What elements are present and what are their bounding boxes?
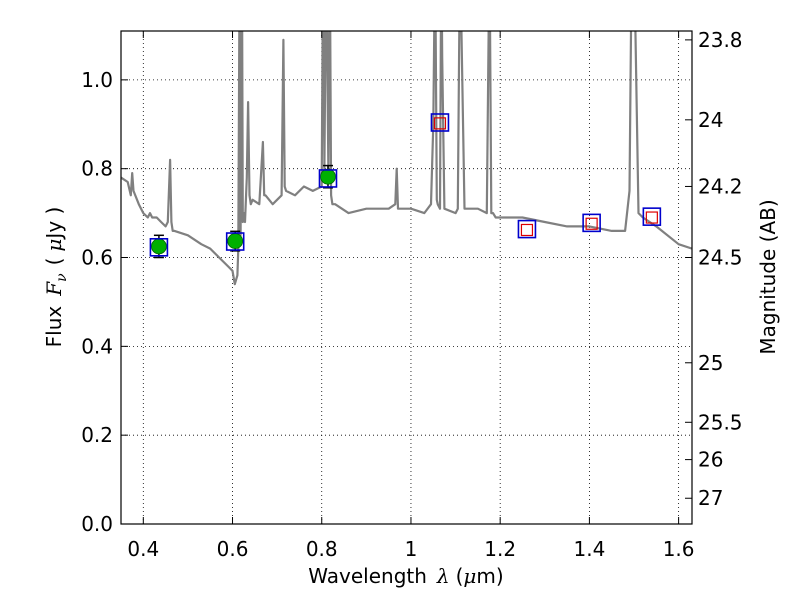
observed-flux-point (151, 238, 167, 255)
model-flux-square (149, 237, 169, 257)
model-flux-square (582, 213, 601, 233)
predicted-flux-square (585, 217, 598, 230)
y2-tick-label: 25.5 (698, 410, 743, 434)
tick-labels: 0.4 0.6 0.8 1 1.2 1.4 1.6 0.0 0.2 0.4 0.6 0.8 1.0 23.… (81, 28, 742, 561)
model-flux-square (517, 219, 537, 239)
model-flux-square (642, 207, 662, 226)
axis-ticks (121, 31, 692, 525)
x-tick-label: 1.6 (663, 537, 695, 561)
y2-tick-label: 24.2 (698, 174, 743, 198)
model-spectrum-line (121, 31, 692, 286)
x-tick-label: 1.4 (573, 537, 605, 561)
y2-axis-title: Magnitude (AB) (756, 199, 780, 354)
y2-tick-label: 26 (698, 448, 723, 472)
y2-tick-label: 27 (698, 486, 723, 510)
y2-tick-label: 24 (698, 108, 723, 132)
x-axis-title: Wavelength λ (μm) (308, 564, 503, 588)
y2-tick-label: 24.5 (698, 246, 743, 270)
observed-flux-point (227, 233, 244, 249)
y-tick-label: 0.6 (81, 246, 113, 270)
predicted-flux-square (520, 223, 534, 237)
y-tick-label: 0.0 (81, 512, 113, 536)
x-tick-label: 0.6 (217, 537, 249, 561)
plot-frame (120, 30, 693, 525)
y-tick-label: 0.2 (81, 423, 113, 447)
x-tick-label: 0.8 (306, 537, 338, 561)
y-tick-label: 1.0 (81, 68, 113, 92)
observed-flux-point (320, 168, 336, 185)
model-flux-square (225, 232, 245, 251)
y2-tick-label: 25 (698, 351, 723, 375)
y2-tick-label: 23.8 (698, 28, 743, 52)
y-axis-title: FluxFν(μJy ) (42, 207, 70, 348)
plot-area (121, 31, 692, 286)
model-flux-square (318, 169, 338, 188)
model-flux-square (430, 113, 450, 132)
x-tick-label: 1.2 (484, 537, 516, 561)
y-tick-label: 0.4 (81, 334, 113, 358)
predicted-flux-square (645, 211, 658, 224)
y-tick-label: 0.8 (81, 157, 113, 181)
x-tick-label: 0.4 (127, 537, 159, 561)
predicted-flux-square (433, 117, 447, 130)
x-tick-label: 1 (405, 537, 418, 561)
